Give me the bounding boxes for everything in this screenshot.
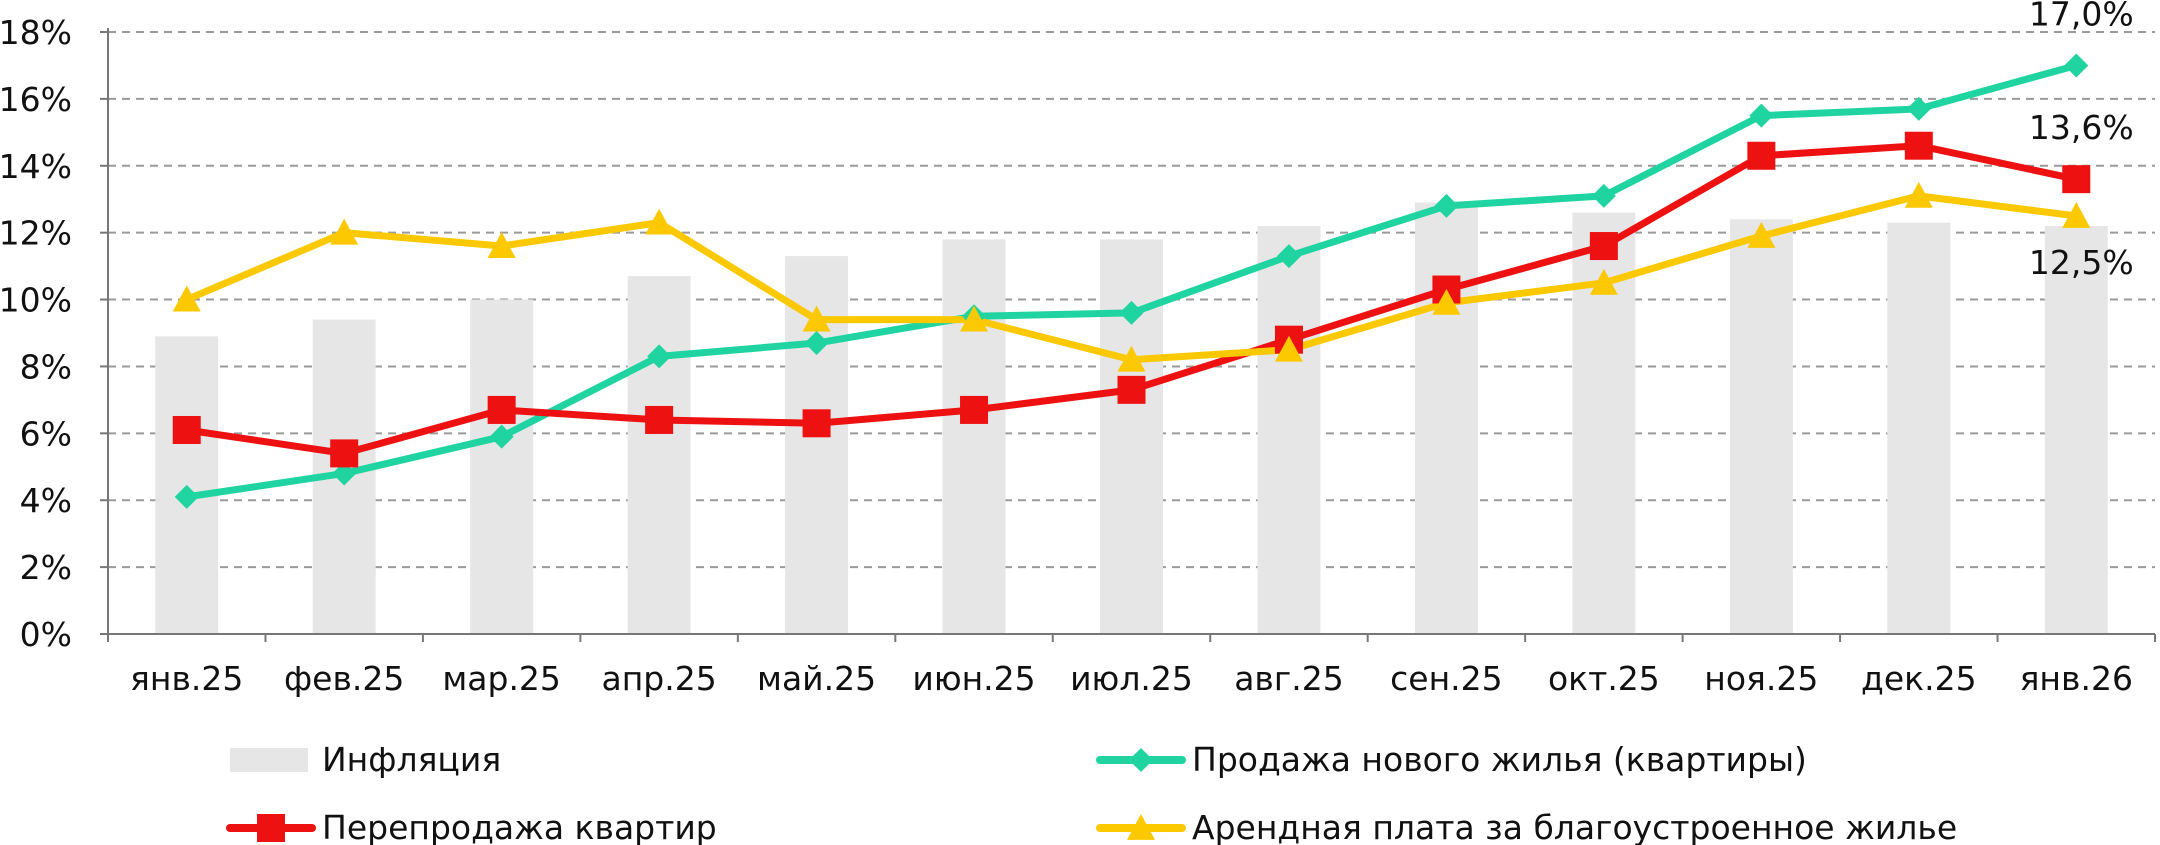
point-series-1 bbox=[2064, 53, 2089, 78]
legend-swatch-marker bbox=[1129, 748, 1153, 772]
y-tick-label: 12% bbox=[0, 214, 72, 253]
y-tick-label: 14% bbox=[0, 147, 72, 186]
axes: 0% 2% 4% 6% 8% 10% 12% 14% 16% 18% янв.25 фев.25 мар… bbox=[0, 13, 2156, 698]
y-tick-label: 6% bbox=[20, 414, 72, 453]
legend-item: Перепродажа квартир bbox=[226, 808, 717, 845]
legend-label: Инфляция bbox=[322, 740, 501, 779]
point-series-3 bbox=[2062, 201, 2091, 228]
point-series-3 bbox=[1117, 345, 1146, 372]
x-tick-label: сен.25 bbox=[1390, 659, 1503, 698]
legend-label: Продажа нового жилья (квартиры) bbox=[1192, 740, 1807, 779]
y-tick-label: 8% bbox=[20, 347, 72, 386]
point-series-1 bbox=[647, 344, 672, 369]
point-series-3 bbox=[1904, 181, 1933, 208]
bar-inflation bbox=[1887, 222, 1951, 634]
point-series-1 bbox=[489, 424, 514, 449]
point-series-3 bbox=[487, 232, 516, 258]
point-series-2 bbox=[1747, 141, 1776, 170]
point-series-2 bbox=[802, 409, 831, 438]
x-tick-label: июн.25 bbox=[912, 659, 1035, 698]
y-tick-label: 18% bbox=[0, 13, 72, 52]
point-series-1 bbox=[804, 331, 829, 356]
point-series-3 bbox=[802, 305, 831, 332]
point-series-3 bbox=[330, 218, 359, 245]
x-tick-label: дек.25 bbox=[1861, 659, 1977, 698]
legend-item: Продажа нового жилья (квартиры) bbox=[1096, 740, 1807, 779]
x-tick-label: окт.25 bbox=[1548, 659, 1660, 698]
point-series-1 bbox=[1434, 193, 1459, 218]
legend-swatch-marker bbox=[1127, 814, 1155, 840]
x-tick-label: июл.25 bbox=[1070, 659, 1193, 698]
legend-label: Перепродажа квартир bbox=[322, 808, 717, 845]
legend-swatch-bar bbox=[230, 748, 308, 772]
bar-inflation bbox=[1414, 202, 1478, 635]
x-tick-label: ноя.25 bbox=[1704, 659, 1818, 698]
inflation-bars bbox=[155, 202, 2108, 635]
bar-inflation bbox=[1100, 239, 1163, 634]
point-series-2 bbox=[1117, 375, 1146, 404]
point-series-3 bbox=[645, 208, 674, 235]
point-series-1 bbox=[1591, 183, 1616, 208]
point-series-1 bbox=[1906, 96, 1931, 121]
legend-item: Инфляция bbox=[230, 740, 501, 779]
legend-swatch-marker bbox=[257, 814, 285, 842]
legend: Инфляция Продажа нового жилья (квартиры) П… bbox=[226, 740, 1957, 845]
x-tick-label: май.25 bbox=[757, 659, 876, 698]
legend-item: Арендная плата за благоустроенное жилье bbox=[1096, 808, 1957, 845]
data-label: 17,0% bbox=[2029, 0, 2134, 33]
y-tick-label: 10% bbox=[0, 281, 72, 320]
point-series-2 bbox=[487, 395, 516, 424]
point-series-3 bbox=[1589, 268, 1618, 295]
point-series-3 bbox=[1274, 335, 1303, 362]
bar-inflation bbox=[627, 276, 691, 634]
bar-inflation bbox=[2044, 225, 2108, 634]
point-series-1 bbox=[1749, 103, 1774, 128]
x-tick-label: янв.26 bbox=[2020, 659, 2133, 698]
x-tick-label: авг.25 bbox=[1234, 659, 1344, 698]
point-series-2 bbox=[2062, 165, 2091, 194]
y-tick-label: 4% bbox=[20, 481, 72, 520]
point-series-2 bbox=[645, 405, 674, 434]
point-series-2 bbox=[1904, 131, 1933, 160]
point-series-1 bbox=[1119, 300, 1144, 325]
data-label: 12,5% bbox=[2029, 243, 2134, 282]
data-labels: 17,0% 13,6% 12,5% bbox=[2029, 0, 2134, 282]
x-tick-label: фев.25 bbox=[284, 659, 404, 698]
bar-inflation bbox=[470, 299, 534, 634]
point-series-1 bbox=[174, 484, 199, 509]
point-series-1 bbox=[1276, 244, 1301, 269]
point-series-3 bbox=[172, 285, 201, 312]
bar-inflation bbox=[1729, 219, 1793, 635]
legend-label: Арендная плата за благоустроенное жилье bbox=[1192, 808, 1957, 845]
series-markers bbox=[172, 53, 2091, 509]
point-series-3 bbox=[1432, 288, 1461, 315]
point-series-2 bbox=[960, 395, 989, 424]
y-tick-label: 2% bbox=[20, 548, 72, 587]
bar-inflation bbox=[1257, 225, 1321, 634]
y-tick-label: 16% bbox=[0, 80, 72, 119]
point-series-2 bbox=[172, 415, 201, 444]
point-series-3 bbox=[1747, 222, 1776, 248]
point-series-2 bbox=[330, 439, 359, 468]
data-label: 13,6% bbox=[2029, 108, 2134, 147]
point-series-3 bbox=[960, 305, 989, 332]
x-tick-label: мар.25 bbox=[442, 659, 561, 698]
point-series-1 bbox=[332, 461, 357, 486]
bar-inflation bbox=[942, 239, 1006, 634]
point-series-2 bbox=[1589, 232, 1618, 261]
x-tick-label: янв.25 bbox=[130, 659, 243, 698]
y-tick-label: 0% bbox=[20, 615, 72, 654]
x-tick-label: апр.25 bbox=[601, 659, 716, 698]
